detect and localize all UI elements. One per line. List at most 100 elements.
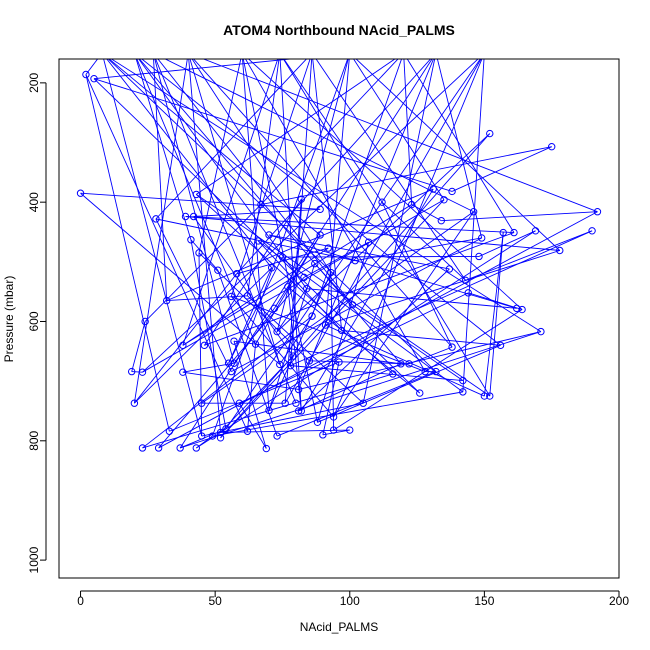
series-line: [85, 74, 170, 432]
series-line: [381, 201, 453, 348]
series-line: [228, 256, 283, 364]
series-line: [268, 234, 450, 270]
series-line: [317, 242, 370, 423]
series-line: [333, 211, 474, 418]
data-point: [302, 284, 311, 293]
series-line: [287, 286, 302, 412]
data-point: [235, 399, 244, 407]
series-line: [287, 286, 421, 394]
series-line: [142, 199, 445, 373]
x-tick-label: 0: [77, 594, 84, 608]
data-point: [421, 367, 429, 376]
data-point: [593, 208, 602, 216]
data-point: [459, 388, 467, 396]
data-point: [329, 413, 338, 421]
series-line: [80, 192, 281, 365]
series-line: [468, 292, 523, 310]
series-line: [406, 59, 515, 233]
data-point: [496, 341, 505, 350]
series-line: [268, 263, 316, 411]
data-point: [179, 368, 187, 376]
series-line: [268, 272, 332, 411]
data-point: [407, 200, 416, 209]
series-line: [247, 59, 523, 310]
series-line: [182, 371, 299, 390]
data-point: [273, 432, 281, 440]
series-line: [284, 59, 482, 404]
data-point: [262, 444, 271, 453]
series-line: [220, 133, 491, 439]
series-line: [141, 59, 501, 346]
series-line: [138, 59, 402, 365]
data-point: [227, 367, 236, 376]
series-line: [131, 371, 143, 373]
series-line: [142, 59, 479, 373]
data-point: [138, 368, 147, 376]
data-point: [243, 427, 252, 435]
data-point: [292, 399, 300, 407]
data-point: [294, 407, 303, 415]
series-line: [465, 230, 593, 281]
series-line: [164, 59, 474, 213]
data-point: [187, 236, 195, 244]
series-line: [257, 240, 464, 393]
data-point: [273, 327, 281, 336]
data-point: [547, 142, 556, 151]
plot-frame: [58, 58, 620, 579]
data-point: [346, 426, 354, 434]
series-line: [451, 146, 552, 192]
series-line: [315, 59, 466, 281]
series-line: [441, 211, 598, 222]
series-line: [144, 204, 262, 322]
data-point: [130, 399, 139, 407]
series-line: [242, 59, 270, 411]
data-point: [138, 444, 147, 452]
series-line: [231, 237, 482, 372]
series-line: [276, 133, 491, 332]
series-line: [80, 192, 321, 210]
data-point: [230, 359, 238, 367]
series-line: [202, 59, 598, 213]
series-line: [228, 267, 273, 364]
series-line: [260, 146, 552, 205]
series-line: [201, 211, 474, 404]
data-point: [348, 301, 357, 309]
series-line: [153, 59, 168, 301]
data-point: [300, 273, 308, 282]
data-point: [464, 289, 472, 297]
data-point: [486, 129, 494, 138]
data-point: [82, 70, 90, 79]
series-line: [131, 321, 146, 372]
data-point: [459, 376, 467, 385]
series-line: [341, 329, 501, 346]
data-point: [475, 252, 483, 261]
data-point: [321, 321, 330, 329]
y-tick-label: 600: [27, 311, 41, 331]
data-point: [257, 200, 265, 209]
data-point: [461, 276, 470, 285]
data-point: [499, 228, 507, 237]
data-point: [405, 360, 413, 368]
series-line: [182, 204, 412, 346]
series-line: [333, 59, 483, 418]
series-line: [190, 239, 219, 271]
data-point: [152, 215, 160, 223]
data-point: [276, 360, 284, 369]
data-point: [537, 327, 545, 336]
data-point: [319, 431, 327, 439]
series-line: [322, 361, 340, 435]
data-point: [227, 292, 236, 301]
data-point: [477, 234, 486, 242]
x-tick-label: 100: [340, 594, 360, 608]
data-point: [429, 185, 437, 193]
series-line: [483, 232, 504, 397]
data-point: [251, 340, 260, 348]
data-point: [289, 352, 297, 360]
series-line: [355, 59, 561, 251]
series-line: [247, 344, 256, 432]
data-point: [437, 216, 446, 225]
data-point: [208, 432, 217, 440]
series-line: [204, 232, 515, 346]
data-point: [197, 399, 206, 407]
